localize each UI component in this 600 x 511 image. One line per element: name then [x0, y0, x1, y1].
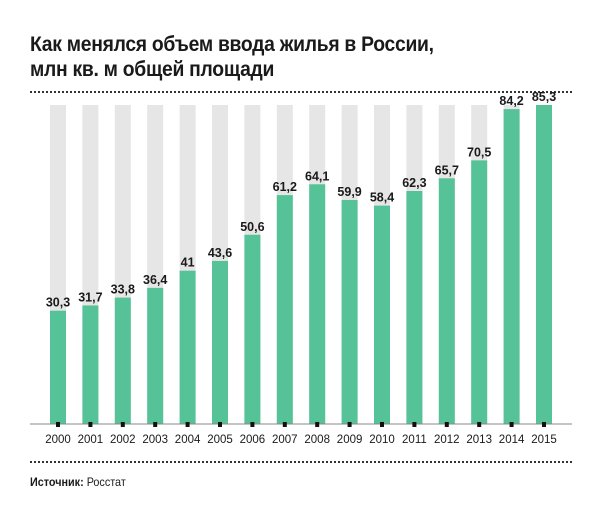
data-label: 50,6 [240, 220, 264, 234]
tick-label: 2006 [240, 434, 266, 446]
source-value: Росстат [86, 475, 126, 489]
bar-2005 [212, 260, 228, 424]
tick-mark [444, 422, 449, 427]
tick-mark [282, 422, 287, 427]
tick-label: 2009 [337, 434, 363, 446]
bar-2013 [471, 160, 488, 424]
data-label: 62,3 [402, 176, 426, 190]
bar-2012 [438, 178, 455, 424]
chart-title: Как менялся объем ввода жилья в России, … [30, 32, 434, 82]
tick-label: 2012 [434, 434, 460, 446]
tick-mark [153, 422, 158, 427]
tick-label: 2000 [45, 434, 71, 446]
tick-mark [218, 422, 222, 427]
bar-2008 [309, 184, 326, 424]
bar-2004 [179, 270, 196, 424]
tick-label: 2008 [304, 434, 330, 446]
tick-label: 2015 [531, 434, 557, 446]
data-label: 85,3 [532, 90, 556, 104]
tick-mark [185, 422, 190, 427]
bar-2014 [503, 109, 520, 425]
tick-mark [477, 422, 482, 427]
tick-mark [315, 422, 320, 427]
data-label: 70,5 [467, 145, 491, 159]
data-label: 41 [181, 256, 195, 270]
tick-label: 2003 [142, 434, 168, 446]
bar-2015 [536, 105, 552, 424]
data-label: 65,7 [435, 163, 459, 177]
data-label: 59,9 [337, 185, 361, 199]
tick-label: 2010 [369, 434, 395, 446]
bar-2001 [82, 305, 99, 424]
data-label: 43,6 [208, 246, 232, 260]
tick-label: 2001 [78, 434, 104, 446]
title-line-1: Как менялся объем ввода жилья в России, [30, 33, 434, 56]
tick-mark [509, 422, 514, 427]
title-line-2: млн кв. м общей площади [30, 58, 275, 81]
tick-label: 2011 [402, 434, 427, 446]
source-note: Источник: Росстат [30, 475, 126, 489]
data-label: 58,4 [370, 191, 394, 205]
data-label: 33,8 [111, 283, 135, 297]
tick-mark [412, 422, 417, 427]
data-label: 31,7 [78, 290, 102, 304]
tick-mark [380, 422, 384, 427]
tick-mark [542, 422, 546, 427]
tick-mark [250, 422, 255, 427]
bar-2006 [244, 234, 261, 424]
tick-mark [56, 422, 60, 427]
bar-2003 [147, 287, 164, 424]
tick-label: 2014 [499, 434, 525, 446]
tick-mark [120, 422, 125, 427]
bottom-divider [30, 461, 572, 463]
top-divider [30, 91, 572, 93]
source-label: Источник: [30, 475, 84, 489]
tick-label: 2002 [110, 434, 136, 446]
bar-2000 [50, 310, 66, 424]
tick-label: 2005 [207, 434, 233, 446]
tick-mark [347, 422, 352, 427]
data-label: 61,2 [273, 180, 297, 194]
tick-label: 2004 [175, 434, 201, 446]
data-label: 30,3 [46, 296, 70, 310]
data-label: 36,4 [143, 273, 167, 287]
bar-2009 [341, 199, 358, 424]
bar-2002 [114, 297, 131, 424]
tick-label: 2007 [272, 434, 298, 446]
bar-2010 [374, 205, 390, 424]
tick-label: 2013 [466, 434, 492, 446]
data-label: 64,1 [305, 169, 329, 183]
bar-2007 [276, 195, 293, 424]
data-label: 84,2 [499, 94, 523, 108]
tick-mark [88, 422, 93, 427]
bar-2011 [406, 191, 423, 424]
